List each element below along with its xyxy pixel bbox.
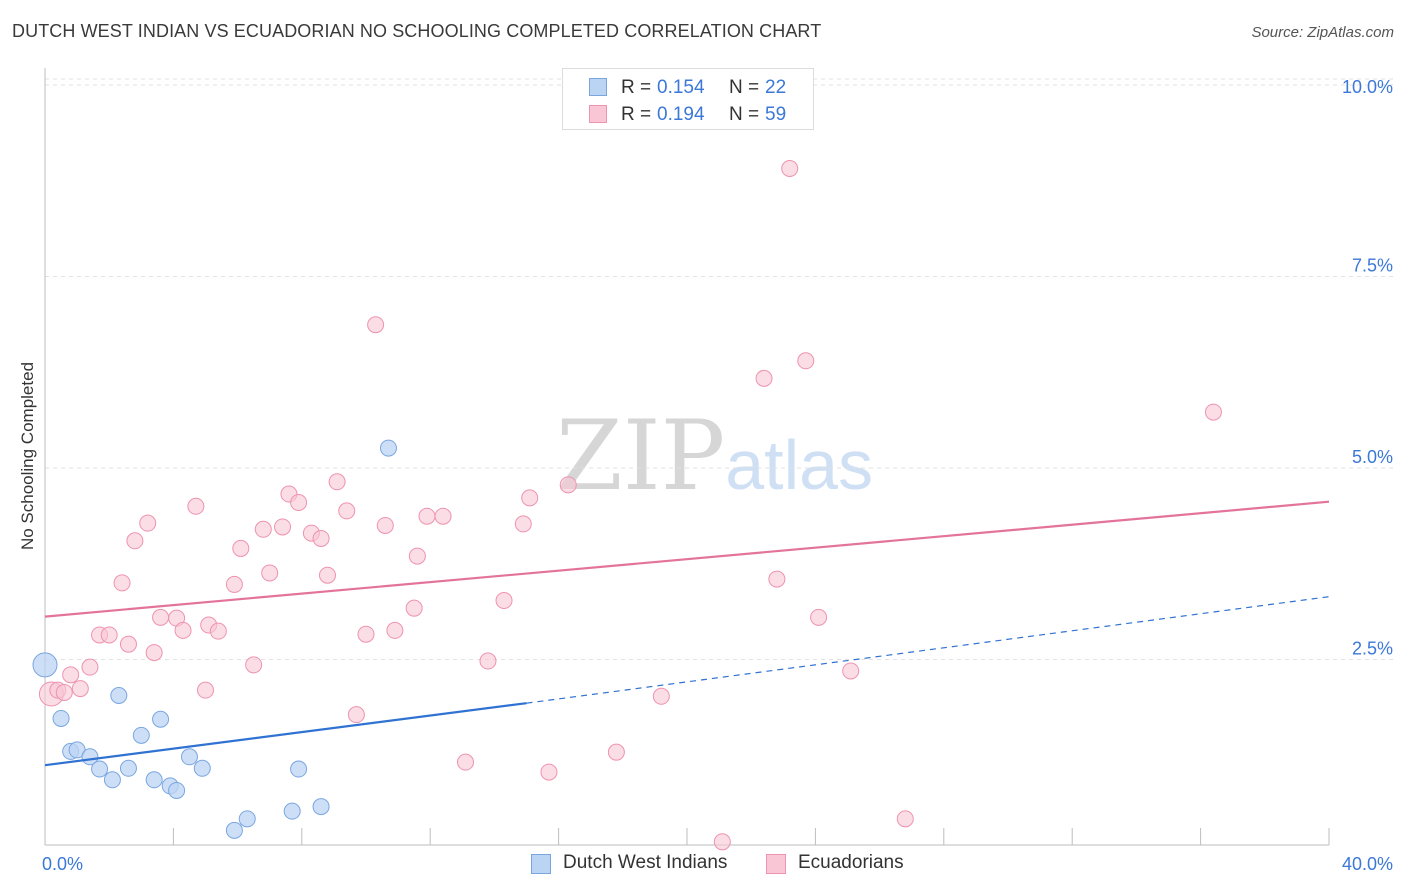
- point-ecuadorian: [559, 476, 577, 494]
- point-ecuadorian: [1204, 403, 1222, 421]
- point-ecuadorian: [274, 518, 292, 536]
- source-label: Source: ZipAtlas.com: [1251, 24, 1394, 41]
- legend-r-value: 0.154: [657, 77, 705, 98]
- point-ecuadorian: [755, 369, 773, 387]
- point-ecuadorian: [896, 810, 914, 828]
- point-ecuadorian: [145, 644, 163, 662]
- point-dutch-west-indian: [225, 821, 243, 839]
- point-dutch-west-indian: [91, 760, 109, 778]
- stats-legend: R = 0.154 N = 22 R = 0.194 N = 59: [562, 68, 814, 130]
- point-ecuadorian: [209, 622, 227, 640]
- point-ecuadorian: [225, 575, 243, 593]
- point-ecuadorian: [126, 532, 144, 550]
- point-ecuadorian: [418, 507, 436, 525]
- legend-r-value: 0.194: [657, 104, 705, 125]
- point-ecuadorian: [357, 625, 375, 643]
- point-ecuadorian: [174, 621, 192, 639]
- point-dutch-west-indian: [103, 771, 121, 789]
- bottom-legend-swatch-blue: [531, 854, 551, 874]
- point-ecuadorian: [139, 514, 157, 532]
- point-dutch-west-indian: [283, 802, 301, 820]
- point-ecuadorian: [768, 570, 786, 588]
- y-tick-label: 10.0%: [1342, 77, 1393, 97]
- y-tick-label: 7.5%: [1352, 256, 1393, 276]
- point-ecuadorian: [652, 687, 670, 705]
- point-ecuadorian: [100, 626, 118, 644]
- point-ecuadorian: [434, 507, 452, 525]
- point-dutch-west-indian: [290, 760, 308, 778]
- y-tick-label: 5.0%: [1352, 447, 1393, 467]
- trendline-ecuadorians: [44, 500, 1330, 618]
- trendline-extension-dutch-west-indians: [526, 596, 1330, 704]
- point-ecuadorian: [312, 529, 330, 547]
- point-ecuadorian: [495, 592, 513, 610]
- point-ecuadorian: [367, 316, 385, 334]
- point-ecuadorian: [254, 520, 272, 538]
- legend-n-value: 22: [765, 77, 787, 98]
- point-ecuadorian: [842, 662, 860, 680]
- point-ecuadorian: [408, 547, 426, 565]
- point-ecuadorian: [376, 516, 394, 534]
- point-dutch-west-indian: [119, 759, 137, 777]
- point-ecuadorian: [55, 683, 73, 701]
- legend-r-label: R =: [621, 77, 652, 98]
- point-ecuadorian: [810, 608, 828, 626]
- point-ecuadorian: [781, 159, 799, 177]
- point-ecuadorian: [81, 658, 99, 676]
- point-ecuadorian: [245, 656, 263, 674]
- point-ecuadorian: [62, 666, 80, 684]
- x-tick-label: 0.0%: [42, 854, 83, 874]
- point-dutch-west-indian: [193, 759, 211, 777]
- point-dutch-west-indian: [32, 652, 58, 678]
- legend-swatch-blue: [589, 78, 607, 96]
- point-ecuadorian: [386, 621, 404, 639]
- bottom-legend-label: Ecuadorians: [798, 852, 904, 873]
- point-ecuadorian: [457, 753, 475, 771]
- point-dutch-west-indian: [52, 709, 70, 727]
- y-tick-label: 2.5%: [1352, 639, 1393, 659]
- bottom-legend-label: Dutch West Indians: [563, 852, 728, 873]
- point-dutch-west-indian: [145, 771, 163, 789]
- point-ecuadorian: [338, 502, 356, 520]
- point-dutch-west-indian: [238, 810, 256, 828]
- chart-title: DUTCH WEST INDIAN VS ECUADORIAN NO SCHOO…: [12, 21, 822, 41]
- legend-r-label: R =: [621, 104, 652, 125]
- legend-n-label: N =: [729, 77, 760, 98]
- point-ecuadorian: [405, 599, 423, 617]
- trendline-dutch-west-indians: [44, 702, 527, 767]
- point-ecuadorian: [318, 566, 336, 584]
- legend-n-value: 59: [765, 104, 787, 125]
- bottom-legend-swatch-pink: [766, 854, 786, 874]
- point-ecuadorian: [113, 574, 131, 592]
- y-axis-label: No Schooling Completed: [18, 361, 37, 551]
- point-ecuadorian: [607, 743, 625, 761]
- point-ecuadorian: [232, 539, 250, 557]
- point-ecuadorian: [197, 681, 214, 699]
- point-dutch-west-indian: [379, 439, 397, 457]
- point-ecuadorian: [479, 652, 497, 670]
- point-dutch-west-indian: [132, 726, 150, 744]
- point-ecuadorian: [347, 706, 365, 724]
- point-ecuadorian: [119, 635, 137, 653]
- point-ecuadorian: [152, 608, 170, 626]
- point-dutch-west-indian: [152, 710, 170, 728]
- point-ecuadorian: [521, 489, 539, 507]
- point-dutch-west-indian: [110, 687, 128, 705]
- legend-swatch-pink: [589, 105, 607, 123]
- point-ecuadorian: [514, 515, 532, 533]
- point-ecuadorian: [187, 497, 205, 515]
- point-ecuadorian: [328, 473, 346, 491]
- point-ecuadorian: [290, 493, 308, 511]
- point-dutch-west-indian: [312, 798, 330, 816]
- point-ecuadorian: [797, 352, 815, 370]
- legend-n-label: N =: [729, 104, 760, 125]
- point-ecuadorian: [261, 564, 279, 582]
- point-dutch-west-indian: [180, 748, 198, 766]
- point-dutch-west-indian: [168, 781, 186, 799]
- x-tick-label: 40.0%: [1342, 854, 1393, 874]
- point-ecuadorian: [713, 833, 731, 851]
- point-ecuadorian: [540, 763, 558, 781]
- point-ecuadorian: [71, 680, 89, 698]
